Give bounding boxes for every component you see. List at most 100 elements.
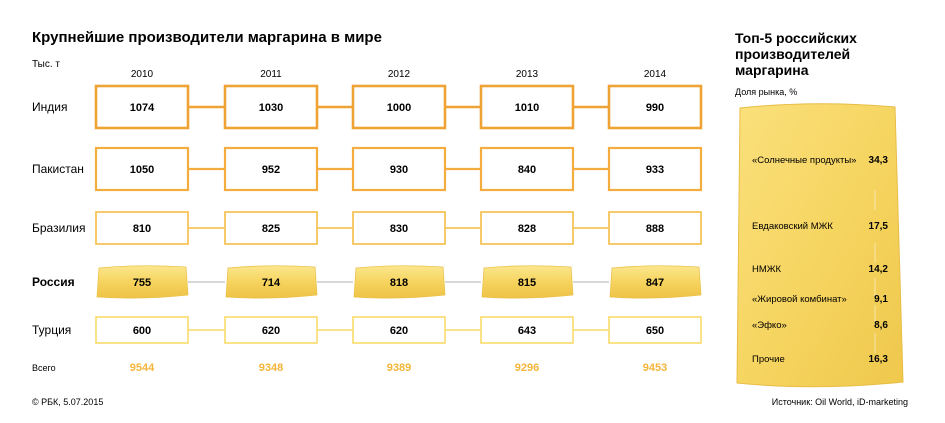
producer-name: НМЖК — [752, 264, 782, 275]
cell-box — [607, 146, 703, 192]
cell-box — [352, 211, 446, 245]
value-cell: 888 — [608, 211, 702, 245]
value-cell: 828 — [480, 211, 574, 245]
value-cell: 952 — [223, 146, 319, 192]
cell-box — [224, 316, 318, 344]
side-unit-label: Доля рынка, % — [735, 87, 797, 97]
source: Источник: Oil World, iD-marketing — [772, 397, 908, 407]
margarine-block — [225, 265, 318, 299]
connectors — [188, 105, 609, 331]
year-2011: 2011 — [260, 69, 282, 80]
cell-value: 847 — [646, 277, 664, 289]
cell-value: 1074 — [130, 102, 155, 114]
producer-name: «Жировой комбинат» — [752, 294, 847, 305]
cell-value: 620 — [262, 325, 280, 337]
cell-box — [223, 84, 319, 130]
margarine-block — [96, 265, 189, 299]
margarine-slab — [736, 103, 904, 388]
cell-value: 1000 — [387, 102, 411, 114]
producer-name: «Солнечные продукты» — [752, 155, 856, 166]
country-label: Бразилия — [32, 221, 86, 235]
value-cell: 1074 — [94, 84, 190, 130]
cell-value: 828 — [518, 223, 536, 235]
cell-box — [480, 211, 574, 245]
cell-value: 755 — [133, 277, 151, 289]
cell-box — [608, 316, 702, 344]
cell-value: 952 — [262, 164, 280, 176]
margarine-block — [353, 265, 446, 299]
value-cell: 825 — [224, 211, 318, 245]
total-value: 9348 — [259, 362, 283, 374]
value-cell: 930 — [351, 146, 447, 192]
value-cell: 1010 — [479, 84, 575, 130]
producer-share: 34,3 — [869, 155, 889, 166]
cell-value: 818 — [390, 277, 408, 289]
producer-share: 16,3 — [869, 354, 889, 365]
producer-share: 9,1 — [874, 294, 888, 305]
cell-value: 933 — [646, 164, 664, 176]
total-value: 9544 — [130, 362, 155, 374]
cell-value: 930 — [390, 164, 408, 176]
total-value: 9453 — [643, 362, 667, 374]
totals-label: Всего — [32, 363, 56, 373]
value-cell: 990 — [607, 84, 703, 130]
unit-label: Тыс. т — [32, 59, 60, 70]
cell-value: 620 — [390, 325, 408, 337]
value-cell: 1050 — [94, 146, 190, 192]
value-cell: 755 — [96, 265, 189, 299]
cell-box — [94, 146, 190, 192]
cell-box — [223, 146, 319, 192]
russian-producers-panel: Топ-5 российских производителей маргарин… — [735, 30, 904, 388]
country-labels: Индия Пакистан Бразилия Россия Турция — [32, 100, 86, 337]
cell-value: 1050 — [130, 164, 154, 176]
margarine-block — [481, 265, 574, 299]
year-headers: 2010 2011 2012 2013 2014 — [131, 69, 667, 80]
year-2012: 2012 — [388, 69, 411, 80]
value-cell: 810 — [95, 211, 189, 245]
value-cell: 818 — [353, 265, 446, 299]
producer-name: Евдаковский МЖК — [752, 221, 833, 232]
side-title-line-3: маргарина — [735, 62, 809, 78]
value-cell: 840 — [479, 146, 575, 192]
cell-value: 830 — [390, 223, 408, 235]
cell-value: 600 — [133, 325, 151, 337]
value-cell: 1030 — [223, 84, 319, 130]
cell-box — [352, 316, 446, 344]
cell-value: 1030 — [259, 102, 283, 114]
country-label: Индия — [32, 100, 67, 114]
cell-box — [94, 84, 190, 130]
cell-value: 1010 — [515, 102, 539, 114]
cell-box — [95, 316, 189, 344]
year-2014: 2014 — [644, 69, 667, 80]
totals-row: 9544 9348 9389 9296 9453 — [130, 362, 667, 374]
value-cell: 600 — [95, 316, 189, 344]
value-cells: 1074 1030 1000 1010 990 1050 952 930 840 933 810 82… — [94, 84, 703, 344]
cell-value: 650 — [646, 325, 664, 337]
cell-box — [479, 146, 575, 192]
value-cell: 1000 — [351, 84, 447, 130]
value-cell: 830 — [352, 211, 446, 245]
value-cell: 847 — [609, 265, 702, 299]
cell-value: 815 — [518, 277, 536, 289]
cell-box — [351, 84, 447, 130]
cell-value: 714 — [262, 277, 281, 289]
value-cell: 620 — [224, 316, 318, 344]
margarine-block — [609, 265, 702, 299]
country-label: Россия — [32, 275, 75, 289]
cell-box — [608, 211, 702, 245]
cell-value: 643 — [518, 325, 536, 337]
cell-value: 990 — [646, 102, 664, 114]
copyright: © РБК, 5.07.2015 — [32, 397, 103, 407]
cell-box — [479, 84, 575, 130]
cell-box — [607, 84, 703, 130]
year-2010: 2010 — [131, 69, 154, 80]
producer-share: 14,2 — [869, 264, 889, 275]
total-value: 9389 — [387, 362, 411, 374]
country-label: Пакистан — [32, 162, 84, 176]
producer-share: 8,6 — [874, 320, 888, 331]
country-label: Турция — [32, 323, 71, 337]
value-cell: 643 — [480, 316, 574, 344]
year-2013: 2013 — [516, 69, 539, 80]
cell-box — [351, 146, 447, 192]
